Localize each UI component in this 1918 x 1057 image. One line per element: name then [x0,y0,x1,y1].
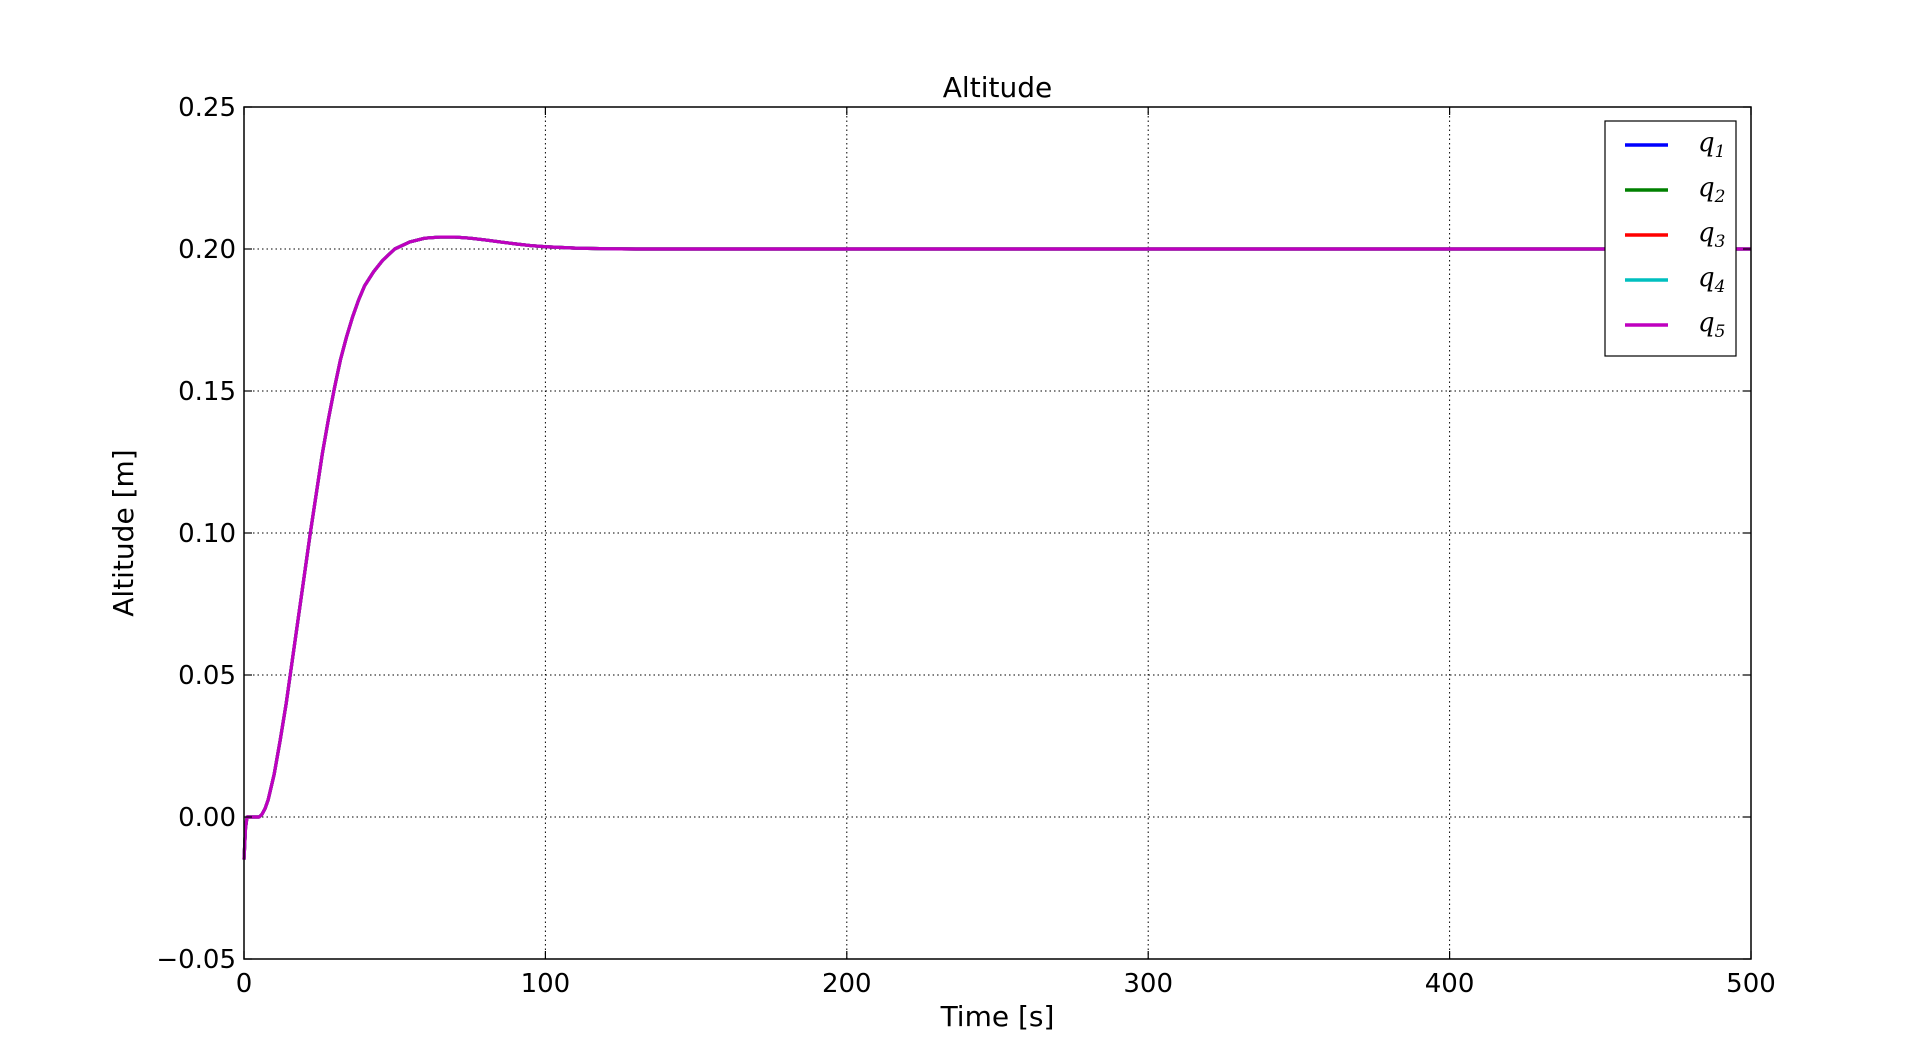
y-axis-label: Altitude [m] [107,449,140,616]
legend-label-subscript: 2 [1714,187,1726,207]
x-tick-label: 400 [1425,969,1475,999]
series-lines [242,235,1751,860]
legend-label-subscript: 5 [1715,322,1726,342]
x-tick-label: 100 [521,969,571,999]
chart-title: Altitude [943,71,1052,104]
x-tick-label: 200 [822,969,872,999]
legend-label-subscript: 4 [1714,277,1726,297]
axis-ticks: 0 100 200 300 400 500 −0.05 0.00 0.05 0.10 0.15 0.2… [156,93,1776,999]
legend-label-subscript: 1 [1715,142,1726,162]
series-line-q3 [242,235,1751,860]
grid-lines [243,106,1752,960]
y-tick-label: 0.00 [178,803,236,833]
x-tick-label: 0 [236,969,253,999]
legend-label-q2: q2 [1698,173,1725,207]
series-line-q4 [242,235,1751,860]
legend-label-subscript: 3 [1715,232,1726,252]
series-line-q1 [242,235,1751,860]
y-tick-label: 0.10 [178,519,236,549]
y-tick-label: 0.15 [178,377,236,407]
y-tick-label: 0.25 [178,93,236,123]
y-tick-label: 0.20 [178,235,236,265]
y-tick-label: −0.05 [156,945,236,975]
series-line-q5 [242,235,1751,860]
series-line-q2 [242,235,1751,860]
y-tick-label: 0.05 [178,661,236,691]
x-axis-label: Time [s] [940,1000,1055,1033]
legend-box [1604,120,1737,357]
x-tick-label: 500 [1726,969,1776,999]
x-tick-label: 300 [1123,969,1173,999]
